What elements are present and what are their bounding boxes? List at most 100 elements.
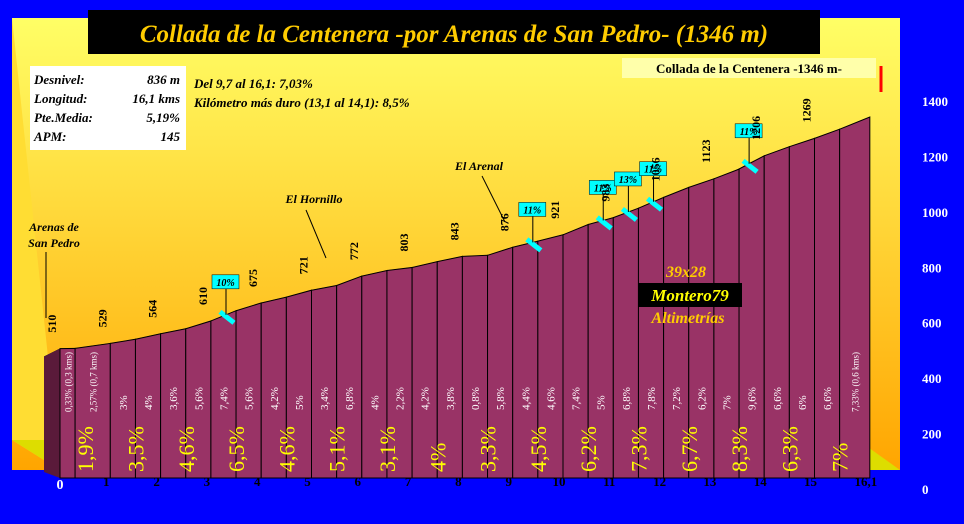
x-tick-label-1: 1 bbox=[103, 474, 110, 489]
steep-ramp-mark-5 bbox=[741, 158, 759, 174]
steep-ramp-label-3: 13% bbox=[619, 175, 637, 186]
segment-gradient-0: 0,33% (0,3 kms) bbox=[64, 352, 74, 412]
km-gradient-11: 7,3% bbox=[626, 426, 651, 472]
steep-ramp-mark-1 bbox=[525, 237, 543, 253]
profile-side bbox=[44, 348, 60, 478]
km-gradient-3: 6,5% bbox=[224, 426, 249, 472]
y-tick-label-4: 800 bbox=[922, 260, 942, 275]
place-pointer-1 bbox=[305, 209, 327, 259]
altitude-label-14: 1206 bbox=[749, 116, 763, 140]
segment-gradient-3: 4% bbox=[143, 395, 155, 410]
altitude-label-13: 1123 bbox=[699, 139, 713, 162]
stat-value-1: 16,1 kms bbox=[132, 91, 180, 106]
steep-ramp-box-4 bbox=[639, 161, 667, 176]
segment-gradient-19: 4,6% bbox=[545, 387, 557, 410]
segment-gradient-11: 6,8% bbox=[344, 387, 356, 410]
segment-gradient-4: 3,6% bbox=[168, 387, 180, 410]
x-tick-label-16: 16,1 bbox=[854, 474, 877, 489]
segment-gradient-7: 5,6% bbox=[244, 387, 256, 410]
x-tick-label-14: 14 bbox=[754, 474, 768, 489]
km-gradient-15: 7% bbox=[828, 443, 853, 472]
place-label-1: El Hornillo bbox=[284, 192, 342, 206]
stat-label-3: APM: bbox=[33, 129, 67, 144]
steep-ramp-label-2: 11% bbox=[594, 183, 612, 194]
altitude-label-4: 675 bbox=[246, 269, 260, 287]
km-gradient-9: 4,5% bbox=[526, 426, 551, 472]
segment-gradient-6: 7,4% bbox=[218, 387, 230, 410]
steep-ramp-box-2 bbox=[588, 180, 617, 195]
km-gradient-14: 6,3% bbox=[777, 426, 802, 472]
steep-ramp-label-0: 10% bbox=[216, 278, 234, 289]
km-gradient-2: 4,6% bbox=[174, 426, 199, 472]
segment-gradient-27: 9,6% bbox=[747, 387, 759, 410]
altitude-label-5: 721 bbox=[297, 256, 311, 274]
segment-gradient-20: 7,4% bbox=[571, 387, 583, 410]
x-tick-label-6: 6 bbox=[355, 474, 362, 489]
altitude-label-3: 610 bbox=[196, 287, 210, 305]
altitude-label-9: 876 bbox=[498, 213, 512, 231]
km-gradient-13: 8,3% bbox=[727, 426, 752, 472]
segment-gradient-17: 5,8% bbox=[495, 387, 507, 410]
stat-label-2: Pte.Media: bbox=[34, 110, 93, 125]
credit-line-3: Altimetrías bbox=[651, 310, 725, 327]
segment-gradient-30: 6,6% bbox=[822, 387, 834, 410]
place-label-0-line-1: San Pedro bbox=[28, 236, 80, 250]
altitude-label-1: 529 bbox=[95, 309, 109, 327]
stat-value-0: 836 m bbox=[147, 72, 180, 87]
km-gradient-12: 6,7% bbox=[677, 426, 702, 472]
segment-gradient-13: 2,2% bbox=[395, 387, 407, 410]
segment-gradient-22: 6,8% bbox=[621, 387, 633, 410]
summit-label: Collada de la Centenera -1346 m- bbox=[656, 61, 842, 76]
segment-gradient-18: 4,4% bbox=[520, 387, 532, 410]
segment-gradient-9: 5% bbox=[294, 395, 306, 410]
segment-gradient-28: 6,6% bbox=[772, 387, 784, 410]
x-tick-label-8: 8 bbox=[455, 474, 462, 489]
place-label-2: El Arenal bbox=[454, 159, 504, 173]
segment-gradient-12: 4% bbox=[369, 395, 381, 410]
segment-gradient-31: 7,33% (0,6 kms) bbox=[851, 352, 861, 412]
altitude-label-12: 1056 bbox=[649, 157, 663, 181]
steep-ramp-mark-3 bbox=[620, 206, 638, 222]
stat-value-3: 145 bbox=[161, 129, 181, 144]
credit-box bbox=[638, 283, 742, 307]
steep-ramp-mark-2 bbox=[595, 215, 613, 231]
steep-ramp-mark-4 bbox=[645, 196, 664, 212]
place-pointer-2 bbox=[481, 175, 506, 223]
segment-gradient-16: 0,8% bbox=[470, 387, 482, 410]
segment-gradient-8: 4,2% bbox=[269, 387, 281, 410]
stats-box bbox=[30, 66, 186, 150]
y-tick-label-0: 0 bbox=[922, 482, 929, 497]
y-tick-label-5: 1000 bbox=[922, 205, 948, 220]
x-tick-label-4: 4 bbox=[254, 474, 261, 489]
segment-gradient-23: 7,8% bbox=[646, 387, 658, 410]
y-tick-label-6: 1200 bbox=[922, 149, 948, 164]
km-gradient-7: 4% bbox=[425, 443, 450, 472]
note-line-1: Del 9,7 al 16,1: 7,03% bbox=[193, 76, 313, 91]
y-tick-label-2: 400 bbox=[922, 371, 942, 386]
segment-gradient-2: 3% bbox=[118, 395, 130, 410]
segment-gradient-14: 4,2% bbox=[420, 387, 432, 410]
altitude-label-8: 843 bbox=[447, 222, 461, 240]
km-gradient-5: 5,1% bbox=[325, 426, 350, 472]
summit-label-box bbox=[622, 58, 876, 78]
y-tick-label-1: 200 bbox=[922, 427, 942, 442]
x-tick-label-13: 13 bbox=[703, 474, 717, 489]
stat-label-0: Desnivel: bbox=[33, 72, 85, 87]
altitude-label-10: 921 bbox=[548, 201, 562, 219]
segment-gradient-10: 3,4% bbox=[319, 387, 331, 410]
km-gradient-4: 4,6% bbox=[274, 426, 299, 472]
steep-ramp-box-0 bbox=[211, 274, 240, 290]
km-gradient-10: 6,2% bbox=[576, 426, 601, 472]
stat-label-1: Longitud: bbox=[33, 91, 87, 106]
segment-gradient-5: 5,6% bbox=[193, 387, 205, 410]
segment-gradient-24: 7,2% bbox=[671, 387, 683, 410]
segment-gradient-21: 5% bbox=[596, 395, 608, 410]
x-tick-label-7: 7 bbox=[405, 474, 412, 489]
steep-ramp-label-5: 11% bbox=[740, 127, 758, 138]
steep-ramp-box-3 bbox=[614, 171, 642, 187]
altitude-label-6: 772 bbox=[347, 242, 361, 260]
altitude-label-0: 510 bbox=[45, 315, 59, 333]
altitude-label-7: 803 bbox=[397, 233, 411, 251]
km-gradient-0: 1,9% bbox=[73, 426, 98, 472]
